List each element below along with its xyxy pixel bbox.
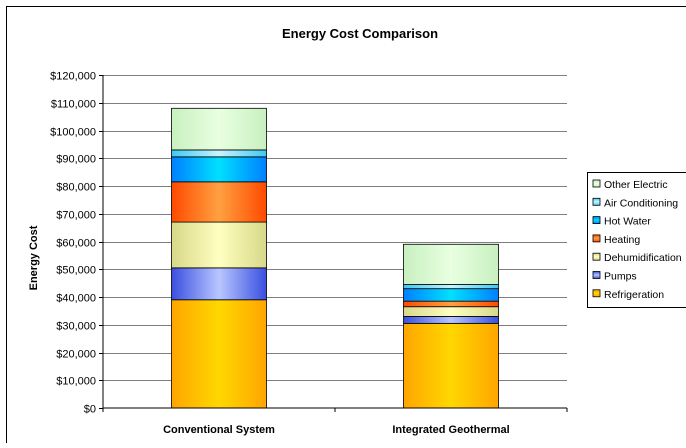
bar-conventional-system-air-conditioning [172, 150, 267, 157]
legend-label-refrigeration: Refrigeration [604, 289, 664, 301]
bar-conventional-system-refrigeration [172, 300, 267, 408]
y-tick-label: $30,000 [56, 321, 96, 333]
y-tick-label: $70,000 [56, 210, 96, 222]
legend-swatch-pumps [593, 272, 600, 279]
y-tick-label: $120,000 [50, 71, 96, 83]
bar-integrated-geothermal-other-electric [404, 244, 499, 284]
bar-conventional-system-heating [172, 182, 267, 222]
y-tick-label: $40,000 [56, 293, 96, 305]
legend-label-heating: Heating [604, 234, 640, 246]
x-tick-label: Integrated Geothermal [392, 424, 509, 436]
x-tick-label: Conventional System [163, 424, 275, 436]
bar-integrated-geothermal-dehumidification [404, 307, 499, 317]
bar-integrated-geothermal-hot-water [404, 289, 499, 301]
legend-label-pumps: Pumps [604, 271, 637, 283]
y-tick-label: $20,000 [56, 349, 96, 361]
legend-label-hot-water: Hot Water [604, 216, 651, 228]
bar-conventional-system-dehumidification [172, 222, 267, 268]
y-tick-label: $100,000 [50, 127, 96, 139]
legend: Other Electric Air Conditioning Hot Water H… [588, 173, 686, 308]
bar-conventional-system-other-electric [172, 108, 267, 150]
y-axis-label: Energy Cost [28, 225, 40, 290]
y-tick-label: $60,000 [56, 238, 96, 250]
y-tick-label: $80,000 [56, 182, 96, 194]
legend-swatch-refrigeration [593, 290, 600, 297]
y-tick-label: $110,000 [51, 99, 96, 111]
bar-conventional-system-pumps [172, 268, 267, 300]
bar-integrated-geothermal-refrigeration [404, 323, 499, 408]
chart-title: Energy Cost Comparison [282, 26, 438, 41]
legend-swatch-other-electric [593, 180, 600, 187]
bar-integrated-geothermal-heating [404, 301, 499, 307]
y-tick-label: $90,000 [56, 154, 96, 166]
bar-conventional-system-hot-water [172, 157, 267, 182]
legend-label-other-electric: Other Electric [604, 179, 668, 191]
legend-swatch-air-conditioning [593, 198, 600, 205]
legend-label-air-conditioning: Air Conditioning [604, 197, 678, 209]
legend-label-dehumidification: Dehumidification [604, 252, 682, 264]
bar-integrated-geothermal-air-conditioning [404, 285, 499, 289]
bar-integrated-geothermal-pumps [404, 316, 499, 323]
legend-swatch-dehumidification [593, 253, 600, 260]
y-tick-label: $50,000 [56, 265, 96, 277]
y-tick-label: $0 [84, 404, 96, 416]
y-tick-label: $10,000 [56, 376, 96, 388]
legend-swatch-hot-water [593, 217, 600, 224]
legend-swatch-heating [593, 235, 600, 242]
